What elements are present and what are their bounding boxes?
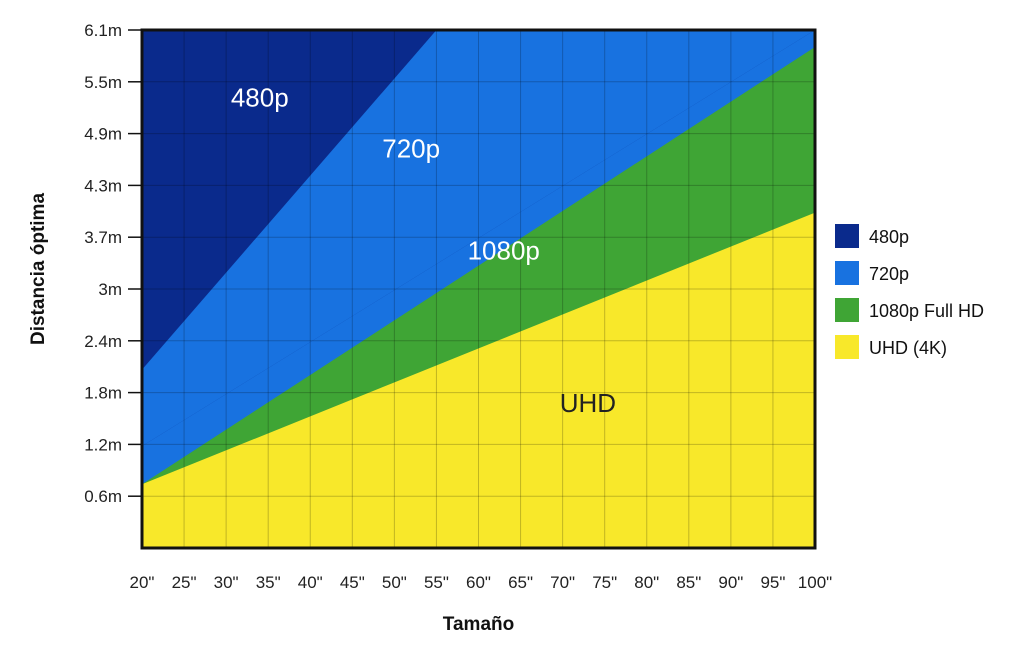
x-tick-label: 30" xyxy=(214,573,239,592)
x-axis-title: Tamaño xyxy=(443,614,514,635)
x-tick-label: 100" xyxy=(798,573,832,592)
x-tick-label: 65" xyxy=(508,573,533,592)
legend-swatch xyxy=(835,335,859,359)
y-tick-label: 6.1m xyxy=(84,21,122,40)
legend-label: UHD (4K) xyxy=(869,338,947,358)
legend: 480p 720p 1080p Full HD UHD (4K) xyxy=(835,224,984,359)
x-tick-label: 70" xyxy=(550,573,575,592)
legend-swatch xyxy=(835,261,859,285)
region-uhd-4k- xyxy=(142,212,815,548)
y-axis: 6.1m 5.5m 4.9m 4.3m 3.7m 3m 2.4m 1.8m 1.2m 0.6m xyxy=(84,21,142,506)
x-axis: 20" 25" 30" 35" 40" 45" 50" 55" 60" 65" 70" 75" 80" 8… xyxy=(130,573,833,592)
y-tick-label: 1.8m xyxy=(84,384,122,403)
legend-swatch xyxy=(835,298,859,322)
x-tick-label: 25" xyxy=(172,573,197,592)
x-tick-label: 85" xyxy=(676,573,701,592)
y-tick-label: 0.6m xyxy=(84,487,122,506)
x-tick-label: 75" xyxy=(592,573,617,592)
region-label-480p: 480p xyxy=(231,82,289,112)
y-tick-label: 3.7m xyxy=(84,228,122,247)
y-tick-label: 4.3m xyxy=(84,176,122,195)
legend-label: 720p xyxy=(869,264,909,284)
y-tick-label: 3m xyxy=(98,280,122,299)
y-tick-label: 4.9m xyxy=(84,125,122,144)
x-tick-label: 20" xyxy=(130,573,155,592)
region-label-720p: 720p xyxy=(382,133,440,163)
x-tick-label: 95" xyxy=(760,573,785,592)
x-tick-label: 80" xyxy=(634,573,659,592)
y-tick-label: 1.2m xyxy=(84,435,122,454)
legend-label: 480p xyxy=(869,227,909,247)
grid xyxy=(142,30,815,548)
region-label-uhd: UHD xyxy=(560,388,616,418)
x-tick-label: 45" xyxy=(340,573,365,592)
region-label-1080p: 1080p xyxy=(468,235,540,265)
x-tick-label: 50" xyxy=(382,573,407,592)
x-tick-label: 60" xyxy=(466,573,491,592)
x-tick-label: 35" xyxy=(256,573,281,592)
y-axis-title: Distancia óptima xyxy=(28,193,49,345)
y-tick-label: 5.5m xyxy=(84,73,122,92)
region-labels: 480p 720p 1080p UHD xyxy=(231,82,616,418)
plot-area xyxy=(142,30,815,548)
x-tick-label: 55" xyxy=(424,573,449,592)
y-tick-label: 2.4m xyxy=(84,332,122,351)
x-tick-label: 90" xyxy=(718,573,743,592)
x-tick-label: 40" xyxy=(298,573,323,592)
legend-label: 1080p Full HD xyxy=(869,301,984,321)
legend-swatch xyxy=(835,224,859,248)
